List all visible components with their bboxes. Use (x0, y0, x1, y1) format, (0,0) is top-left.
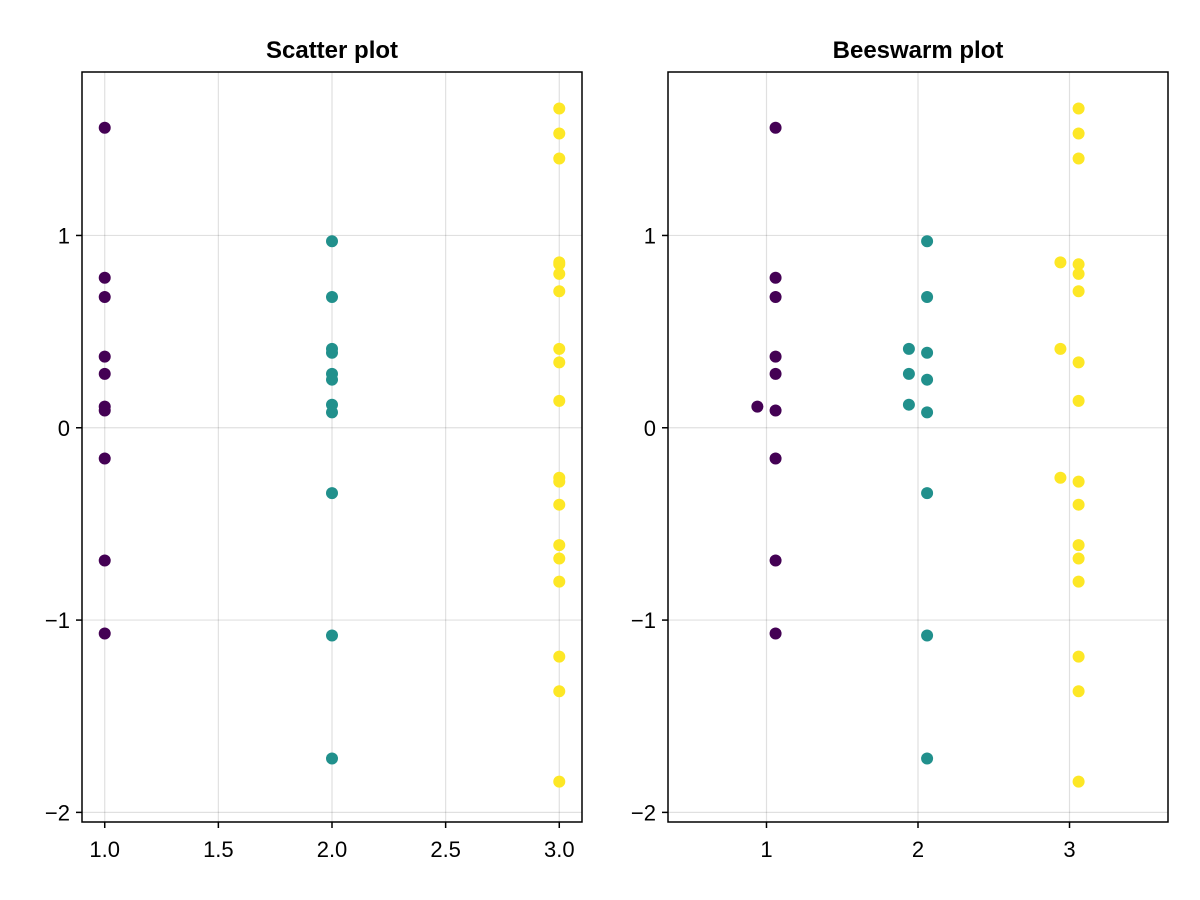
beeswarm-xtick-label-2: 3 (1063, 837, 1075, 862)
scatter-point-group-3-8 (553, 356, 566, 369)
beeswarm-point-group-3-5 (1072, 267, 1085, 280)
scatter-point-group-3-12 (553, 498, 566, 511)
scatter-point-group-3-9 (553, 394, 566, 407)
scatter-point-group-3-14 (553, 552, 566, 565)
beeswarm-point-group-1-1 (769, 271, 782, 284)
beeswarm-point-group-2-9 (921, 629, 934, 642)
beeswarm-plot-panel: Beeswarm plot 1 2 3 −2 −1 0 1 (631, 37, 1169, 862)
beeswarm-point-group-3-9 (1072, 394, 1085, 407)
scatter-point-group-1-8 (98, 554, 111, 567)
beeswarm-point-group-3-6 (1072, 285, 1085, 298)
scatter-point-group-3-4 (553, 258, 566, 271)
beeswarm-point-group-3-1 (1072, 127, 1085, 140)
scatter-point-group-2-1 (326, 291, 338, 303)
scatter-point-group-3-11 (553, 475, 566, 488)
beeswarm-point-group-2-8 (921, 487, 934, 500)
beeswarm-point-group-2-3 (921, 346, 934, 359)
scatter-ytick-label-1: −1 (45, 608, 70, 633)
beeswarm-plot-title: Beeswarm plot (833, 37, 1004, 64)
scatter-point-group-3-15 (553, 575, 566, 588)
scatter-point-group-1-0 (98, 121, 111, 134)
beeswarm-point-group-1-5 (751, 400, 764, 413)
beeswarm-point-group-2-1 (921, 291, 934, 303)
beeswarm-ytick-label-2: 0 (644, 416, 656, 441)
scatter-point-group-2-7 (326, 406, 338, 419)
beeswarm-ytick-label-0: −2 (631, 800, 656, 825)
beeswarm-point-group-3-16 (1072, 650, 1085, 663)
scatter-plot-panel: Scatter plot 1.0 1.5 2.0 2.5 3.0 −2 −1 0 1 (45, 37, 583, 862)
beeswarm-point-group-3-0 (1072, 102, 1085, 115)
beeswarm-point-group-3-7 (1054, 342, 1067, 355)
scatter-point-group-3-0 (553, 102, 566, 115)
scatter-xtick-label-1: 1.5 (203, 837, 234, 862)
beeswarm-point-group-3-11 (1072, 475, 1085, 488)
beeswarm-point-group-1-3 (769, 350, 782, 363)
scatter-xtick-label-4: 3.0 (544, 837, 575, 862)
scatter-xtick-label-0: 1.0 (89, 837, 120, 862)
beeswarm-point-group-3-3 (1054, 256, 1067, 269)
beeswarm-point-group-2-6 (902, 398, 915, 411)
scatter-point-group-3-5 (553, 267, 566, 280)
scatter-point-group-3-2 (553, 152, 566, 165)
scatter-point-group-2-0 (326, 235, 338, 248)
beeswarm-point-group-2-10 (921, 752, 934, 765)
scatter-point-group-1-2 (98, 291, 111, 303)
scatter-point-group-2-3 (326, 346, 338, 359)
scatter-plot-title: Scatter plot (266, 37, 398, 64)
beeswarm-xtick-label-0: 1 (760, 837, 772, 862)
scatter-point-group-1-4 (98, 367, 111, 380)
scatter-point-group-2-5 (326, 373, 338, 386)
beeswarm-point-group-3-8 (1072, 356, 1085, 369)
beeswarm-point-group-1-2 (769, 291, 782, 303)
beeswarm-point-group-1-9 (769, 627, 782, 640)
scatter-ytick-label-2: 0 (58, 416, 70, 441)
scatter-point-group-3-18 (553, 775, 566, 788)
beeswarm-point-group-2-7 (921, 406, 934, 419)
beeswarm-point-group-2-2 (902, 342, 915, 355)
scatter-point-group-1-7 (98, 452, 111, 465)
beeswarm-point-group-3-15 (1072, 575, 1085, 588)
scatter-point-group-3-13 (553, 539, 566, 552)
scatter-point-group-3-16 (553, 650, 566, 663)
beeswarm-point-group-1-4 (769, 367, 782, 380)
beeswarm-point-group-2-0 (921, 235, 934, 248)
beeswarm-point-group-2-4 (902, 367, 915, 380)
scatter-point-group-1-3 (98, 350, 111, 363)
beeswarm-point-group-1-7 (769, 452, 782, 465)
scatter-xtick-label-3: 2.5 (430, 837, 461, 862)
scatter-point-group-3-1 (553, 127, 566, 140)
beeswarm-point-group-3-10 (1054, 471, 1067, 484)
scatter-point-group-2-10 (326, 752, 338, 765)
scatter-point-group-1-9 (98, 627, 111, 640)
scatter-point-group-2-8 (326, 487, 338, 500)
beeswarm-point-group-3-17 (1072, 685, 1085, 698)
beeswarm-point-group-3-13 (1072, 539, 1085, 552)
scatter-point-group-3-7 (553, 342, 566, 355)
scatter-point-group-3-17 (553, 685, 566, 698)
beeswarm-point-group-3-18 (1072, 775, 1085, 788)
beeswarm-point-group-3-4 (1072, 258, 1085, 271)
beeswarm-point-group-1-8 (769, 554, 782, 567)
beeswarm-ytick-label-3: 1 (644, 223, 656, 248)
beeswarm-xtick-label-1: 2 (912, 837, 924, 862)
beeswarm-point-group-1-0 (769, 121, 782, 134)
beeswarm-point-group-2-5 (921, 373, 934, 386)
beeswarm-point-group-3-12 (1072, 498, 1085, 511)
scatter-point-group-1-1 (98, 271, 111, 284)
scatter-point-group-3-6 (553, 285, 566, 298)
scatter-point-group-2-9 (326, 629, 338, 642)
scatter-point-group-1-6 (98, 404, 111, 417)
beeswarm-point-group-1-6 (769, 404, 782, 417)
scatter-ytick-label-0: −2 (45, 800, 70, 825)
beeswarm-ytick-label-1: −1 (631, 608, 656, 633)
beeswarm-point-group-3-2 (1072, 152, 1085, 165)
scatter-ytick-label-3: 1 (58, 223, 70, 248)
beeswarm-point-group-3-14 (1072, 552, 1085, 565)
scatter-xtick-label-2: 2.0 (317, 837, 348, 862)
